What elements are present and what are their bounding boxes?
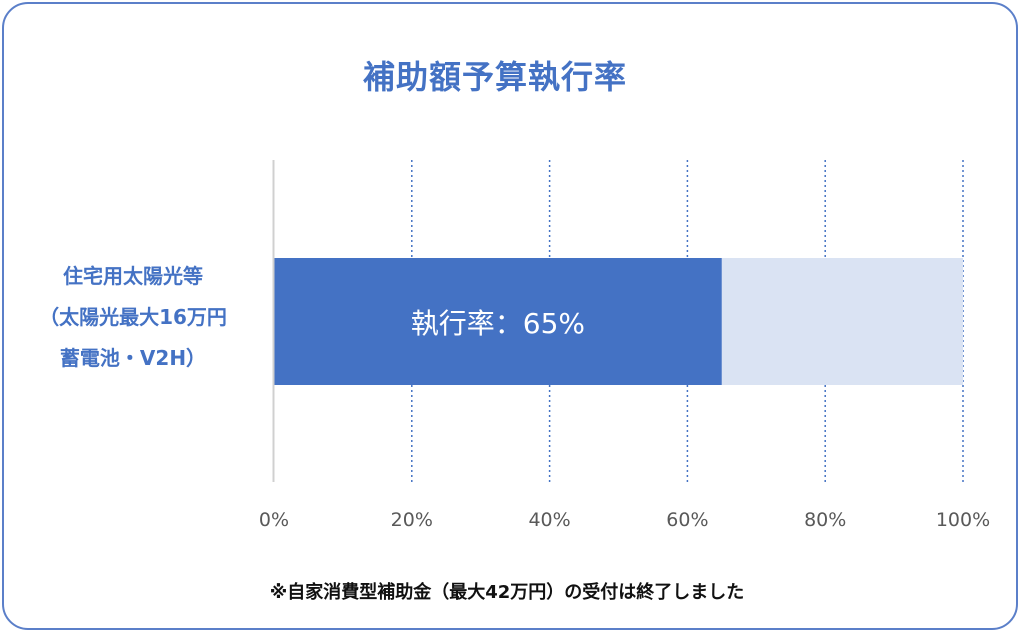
footnote: ※自家消費型補助金（最大42万円）の受付は終了しました [269, 582, 745, 603]
x-tick-label: 0% [259, 509, 289, 531]
x-tick-label: 40% [528, 509, 570, 531]
category-label-line-1: 住宅用太陽光等 [63, 264, 203, 288]
x-tick-label: 60% [666, 509, 708, 531]
category-label-line-3: 蓄電池・V2H） [59, 346, 207, 370]
x-tick-label: 80% [804, 509, 846, 531]
chart-title: 補助額予算執行率 [362, 58, 627, 96]
bar-remaining [721, 258, 963, 385]
category-label: 住宅用太陽光等 （太陽光最大16万円 蓄電池・V2H） [0, 256, 266, 379]
bar-data-label: 執行率：65% [411, 307, 585, 340]
bar-executed [274, 258, 722, 385]
category-label-line-2: （太陽光最大16万円 [39, 305, 227, 329]
x-tick-label: 100% [936, 509, 990, 531]
x-tick-label: 20% [391, 509, 433, 531]
